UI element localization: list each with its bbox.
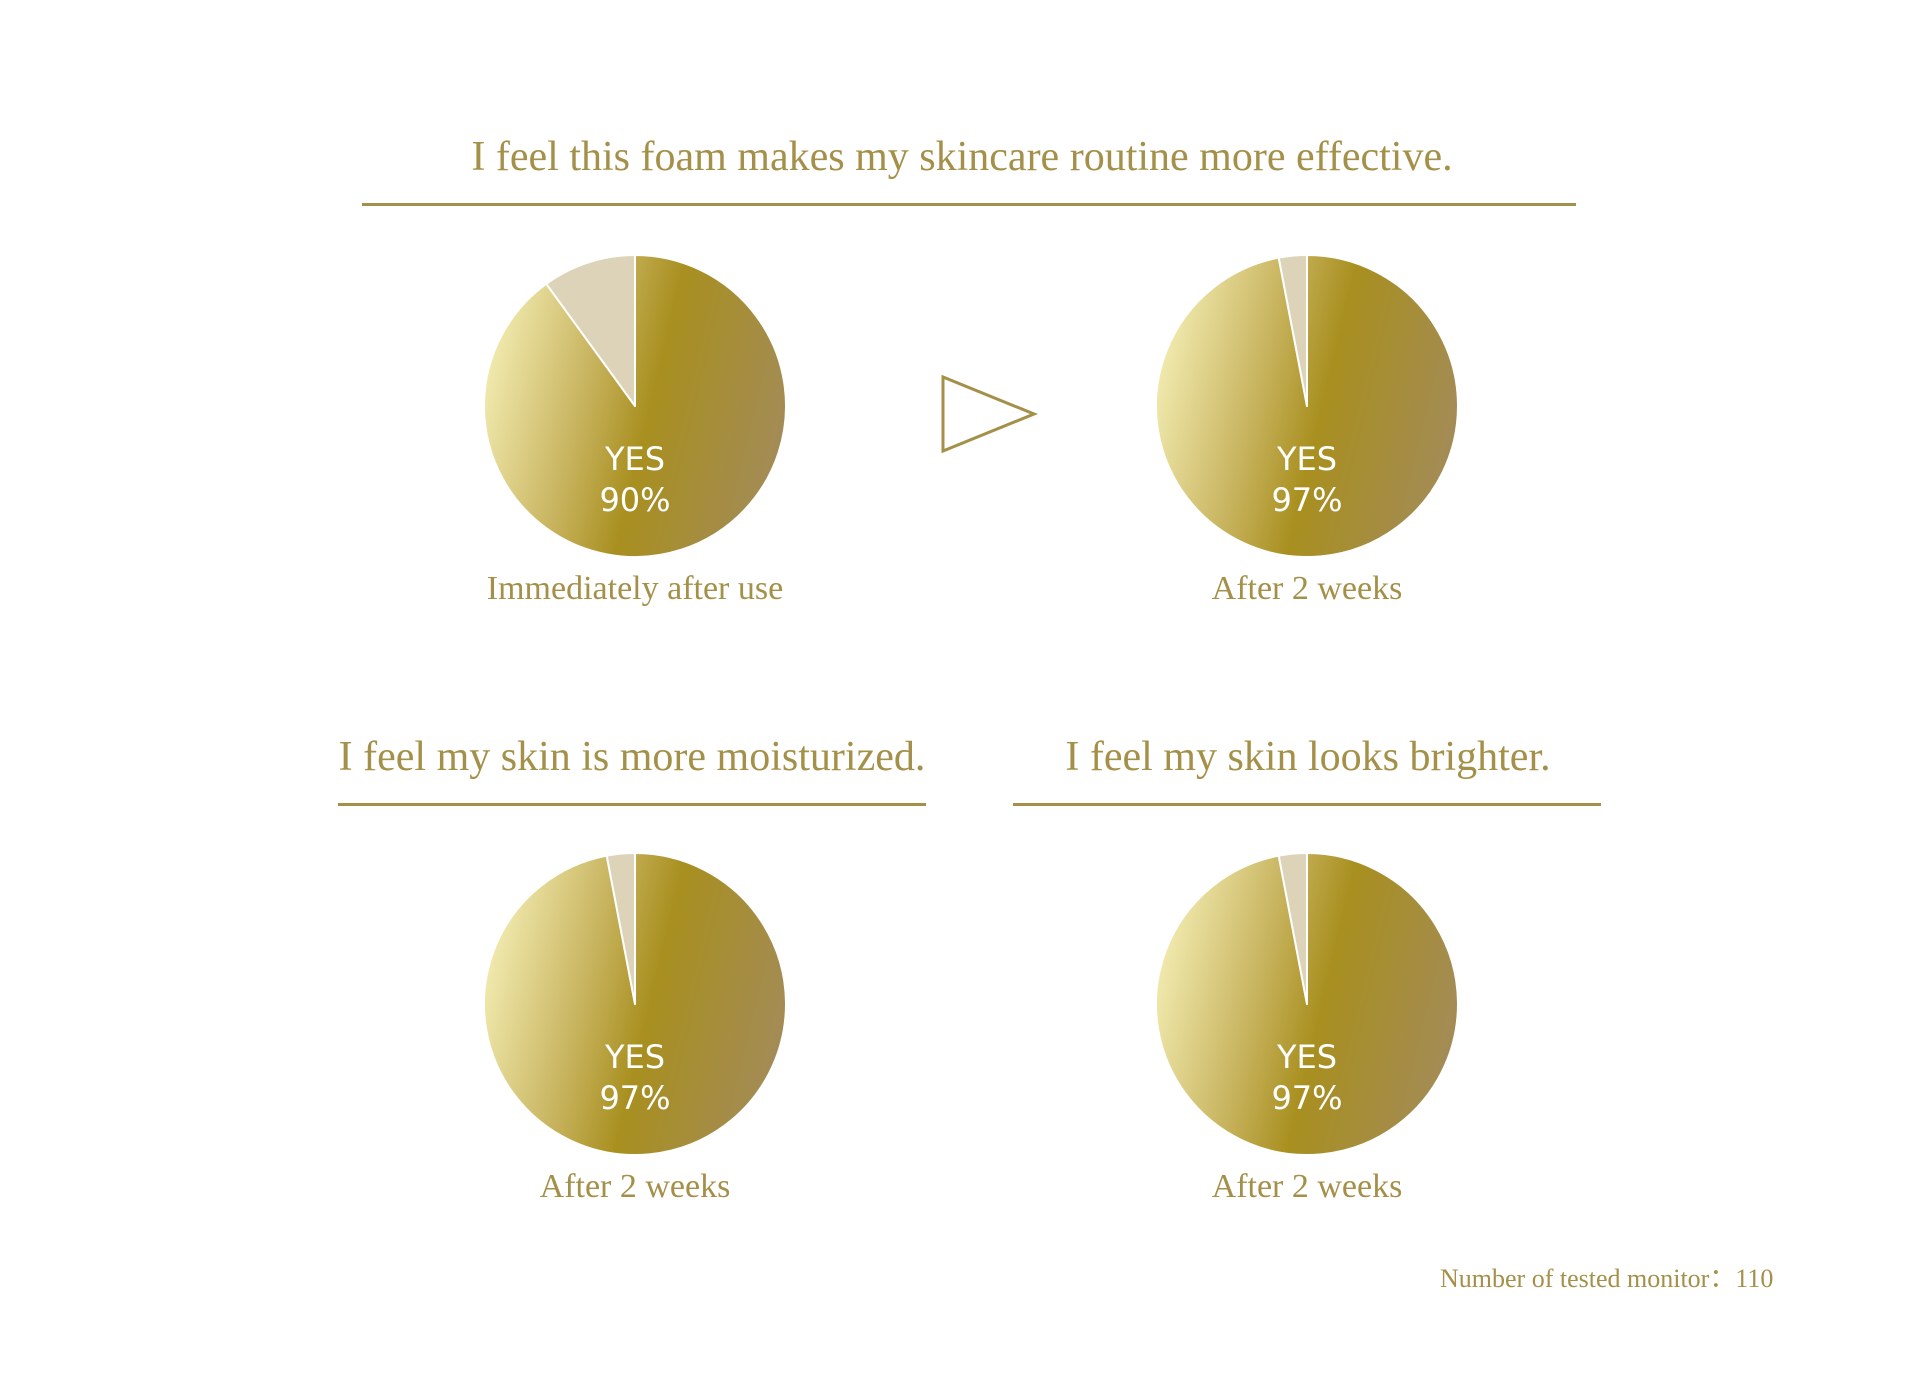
section-rule-effective [362, 203, 1576, 206]
section-title-effective: I feel this foam makes my skincare routi… [471, 134, 1453, 180]
pie-4-slice-other [1277, 851, 1308, 1005]
pie-caption-1: Immediately after use [486, 570, 784, 607]
play-triangle-outline-icon [941, 374, 1038, 454]
pie-1-center-value: 90% [599, 481, 670, 519]
section-title-moisturized: I feel my skin is more moisturized. [338, 734, 926, 780]
section-rule-brighter [1013, 803, 1601, 806]
pie-caption-2: After 2 weeks [1211, 570, 1403, 607]
pie-4-center-label: YES [1276, 1038, 1337, 1076]
pie-caption-3: After 2 weeks [539, 1168, 731, 1205]
pie-1-center-label: YES [604, 440, 665, 478]
pie-1-slice-other [545, 254, 636, 407]
pie-3-center-label: YES [604, 1038, 665, 1076]
pie-2-center-label: YES [1276, 440, 1337, 478]
pie-3-slice-other [605, 851, 636, 1005]
pie-4-center-value: 97% [1271, 1079, 1342, 1117]
pie-caption-4: After 2 weeks [1211, 1168, 1403, 1205]
section-title-brighter: I feel my skin looks brighter. [1065, 734, 1551, 780]
pie-2-slice-other [1277, 253, 1308, 407]
footnote-monitor-count: Number of tested monitor：110 [1440, 1264, 1774, 1293]
section-rule-moisturized [338, 803, 926, 806]
pie-3-center-value: 97% [599, 1079, 670, 1117]
pie-2-center-value: 97% [1271, 481, 1342, 519]
